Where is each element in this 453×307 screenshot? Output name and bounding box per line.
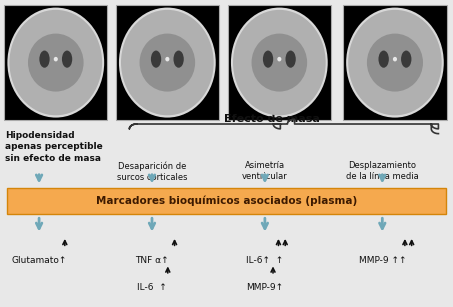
Ellipse shape bbox=[119, 8, 216, 118]
Ellipse shape bbox=[151, 51, 161, 68]
Ellipse shape bbox=[231, 8, 328, 118]
Text: TNF α↑: TNF α↑ bbox=[135, 256, 169, 265]
Bar bbox=[343, 5, 447, 120]
Text: Marcadores bioquímicos asociados (plasma): Marcadores bioquímicos asociados (plasma… bbox=[96, 196, 357, 206]
Bar bbox=[116, 5, 219, 120]
Text: Desaparición de
surcos corticales: Desaparición de surcos corticales bbox=[117, 161, 187, 182]
Ellipse shape bbox=[367, 33, 423, 91]
Ellipse shape bbox=[121, 10, 214, 115]
Ellipse shape bbox=[401, 51, 411, 68]
Text: Efecto de masa: Efecto de masa bbox=[224, 115, 320, 124]
Ellipse shape bbox=[39, 51, 50, 68]
Ellipse shape bbox=[251, 33, 307, 91]
Text: IL-6  ↑: IL-6 ↑ bbox=[137, 283, 167, 292]
Ellipse shape bbox=[346, 8, 444, 118]
Ellipse shape bbox=[393, 57, 397, 61]
Ellipse shape bbox=[263, 51, 273, 68]
Ellipse shape bbox=[140, 33, 195, 91]
Ellipse shape bbox=[28, 33, 84, 91]
Ellipse shape bbox=[277, 57, 281, 61]
Bar bbox=[7, 188, 446, 214]
Text: IL-6↑  ↑: IL-6↑ ↑ bbox=[246, 256, 284, 265]
Ellipse shape bbox=[233, 10, 326, 115]
Bar bbox=[228, 5, 331, 120]
Ellipse shape bbox=[7, 8, 104, 118]
Ellipse shape bbox=[378, 51, 389, 68]
Ellipse shape bbox=[54, 57, 58, 61]
Ellipse shape bbox=[348, 10, 442, 115]
Text: MMP-9 ↑↑: MMP-9 ↑↑ bbox=[359, 256, 406, 265]
Text: Asimetría
ventricular: Asimetría ventricular bbox=[242, 161, 288, 181]
Text: Desplazamiento
de la línea media: Desplazamiento de la línea media bbox=[346, 161, 419, 181]
Text: Glutamato↑: Glutamato↑ bbox=[11, 256, 67, 265]
Ellipse shape bbox=[165, 57, 169, 61]
Ellipse shape bbox=[10, 10, 102, 115]
Bar bbox=[5, 5, 107, 120]
Text: Hipodensidad
apenas perceptible
sin efecto de masa: Hipodensidad apenas perceptible sin efec… bbox=[5, 130, 103, 163]
Ellipse shape bbox=[173, 51, 184, 68]
Text: MMP-9↑: MMP-9↑ bbox=[246, 283, 284, 292]
Ellipse shape bbox=[62, 51, 72, 68]
Ellipse shape bbox=[285, 51, 296, 68]
